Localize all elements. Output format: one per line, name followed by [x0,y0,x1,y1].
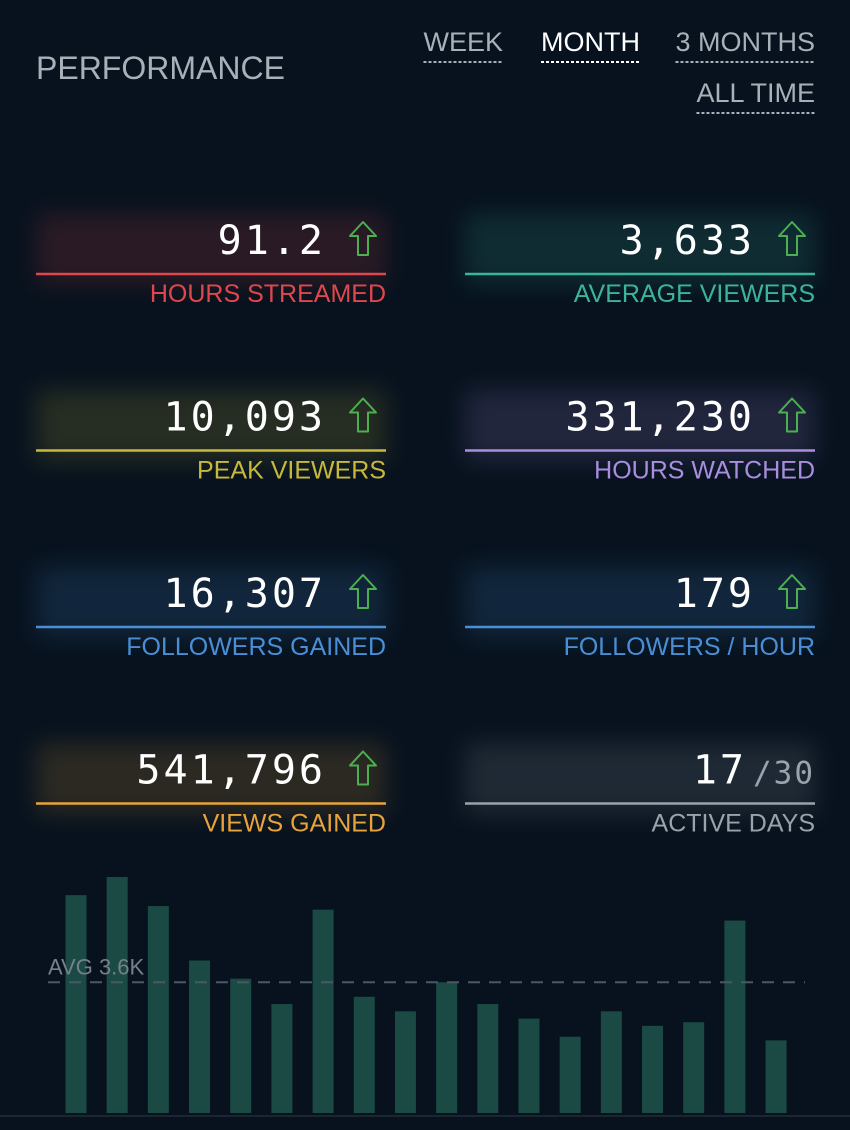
stat-label: HOURS WATCHED [594,457,815,485]
card-glow [36,390,386,461]
bar [312,909,334,1113]
tab[interactable]: 3 MONTHS [675,27,815,57]
card-glow [465,390,815,461]
bar [230,978,252,1113]
stat-value: 91.2 [218,218,326,264]
trend-arrow [349,574,377,609]
bar [477,1004,499,1113]
tab[interactable]: MONTH [541,27,640,57]
card-glow [36,214,386,284]
trend-arrow [778,574,806,609]
stat-value: 10,093 [164,395,327,441]
bar [271,1004,293,1113]
bar [600,1011,622,1113]
bar [559,1036,581,1113]
trend-arrow [778,221,806,256]
tab[interactable]: ALL TIME [696,78,815,108]
bar [642,1025,664,1113]
bar [394,1011,416,1113]
stat-label: VIEWS GAINED [203,810,386,838]
card-glow [465,567,815,637]
bar [436,982,458,1113]
trend-arrow [778,397,806,433]
stat-total: /30 [753,756,815,792]
card-glow [36,567,386,637]
bar [765,1040,787,1113]
bar [189,960,211,1113]
stat-value: 3,633 [620,218,755,264]
tab[interactable]: WEEK [423,27,503,57]
bar [65,895,87,1113]
card-glow [36,743,386,814]
bar [147,906,169,1113]
trend-arrow [349,397,377,433]
stat-label: ACTIVE DAYS [652,810,815,838]
bar [353,996,375,1113]
average-label: AVG 3.6K [48,954,145,979]
section-title: PERFORMANCE [36,50,285,86]
stat-label: HOURS STREAMED [150,280,386,308]
stat-value: 331,230 [565,395,755,441]
stat-label: FOLLOWERS / HOUR [564,633,815,661]
bar [518,1018,540,1113]
stat-label: AVERAGE VIEWERS [574,280,815,308]
card-glow [465,214,815,284]
trend-arrow [349,750,377,786]
bar [683,1022,705,1113]
card-glow [465,743,815,814]
stat-value: 541,796 [136,748,326,794]
bar [724,920,746,1113]
stat-label: PEAK VIEWERS [197,457,386,485]
stat-label: FOLLOWERS GAINED [126,633,386,661]
stat-value: 179 [674,571,755,617]
stat-value: 16,307 [164,571,327,617]
bar [106,877,128,1113]
trend-arrow [349,221,377,256]
stat-value: 17 [693,748,747,794]
